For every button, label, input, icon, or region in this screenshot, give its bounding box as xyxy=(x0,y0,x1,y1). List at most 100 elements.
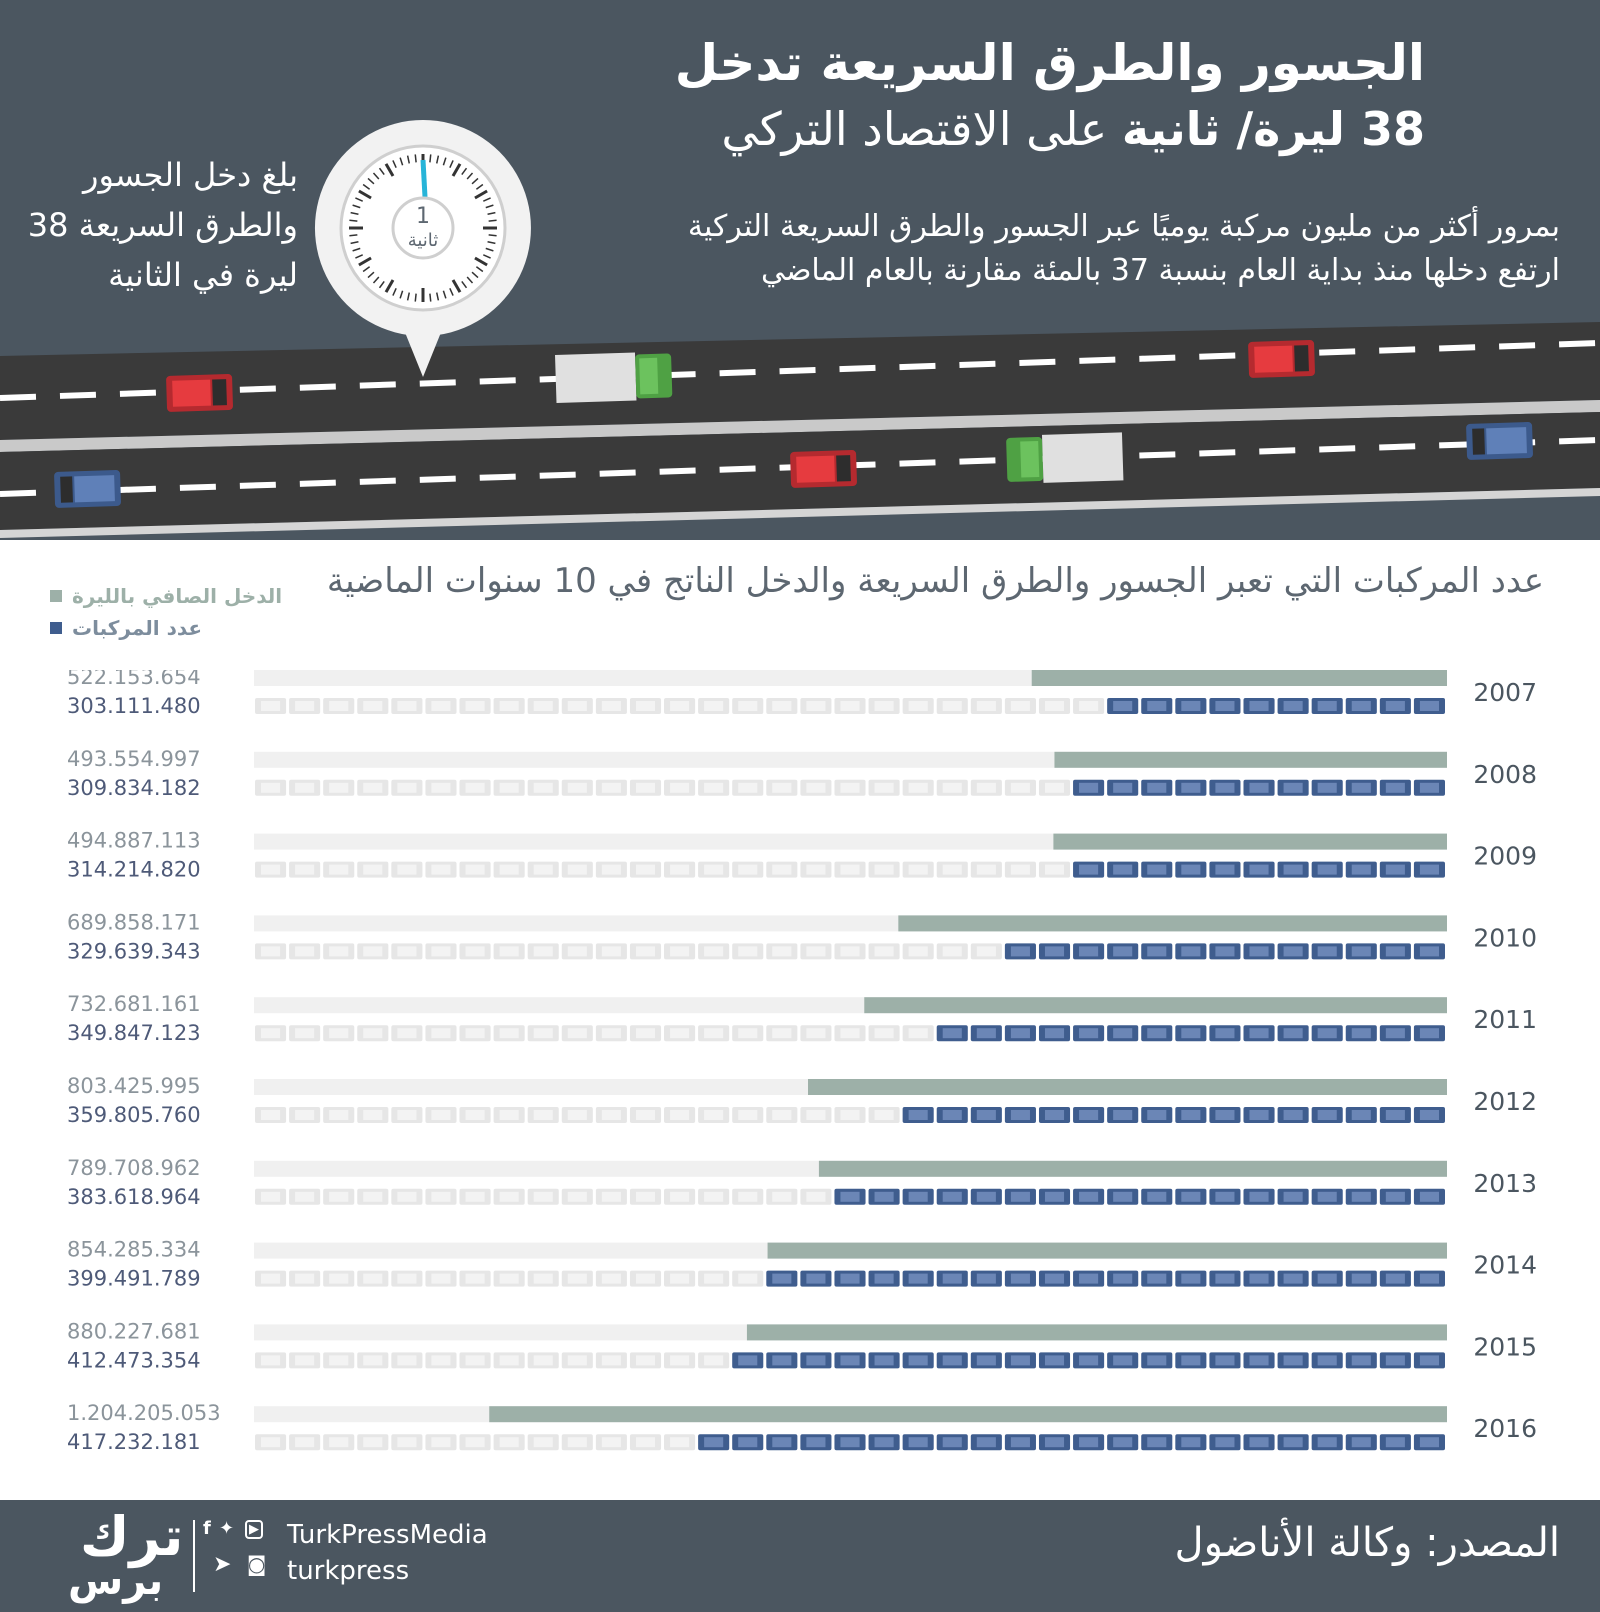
vehicle-track-window xyxy=(772,864,792,875)
clock-number: 1 xyxy=(416,204,430,229)
vehicle-track-window xyxy=(567,1437,587,1448)
clock-tick xyxy=(482,254,491,259)
vehicle-track-window xyxy=(840,701,860,711)
clock-tick xyxy=(384,279,395,293)
bar-chart: 522.153.654 303.111.480 2007 493.554.997 309… xyxy=(67,670,1537,1454)
vehicle-track-window xyxy=(635,1191,656,1202)
vehicle-unit-window xyxy=(908,1437,928,1448)
clock-tick xyxy=(442,290,447,299)
instagram-icon[interactable]: ◙ xyxy=(247,1552,267,1576)
vehicle-track-window xyxy=(533,864,553,875)
vehicle-track-window xyxy=(738,1273,758,1284)
vehicle-unit-window xyxy=(1010,946,1030,957)
vehicle-track-window xyxy=(363,864,383,875)
vehicle-track-window xyxy=(670,1191,690,1202)
vehicle-track-window xyxy=(601,1110,621,1120)
vehicle-unit-window xyxy=(1419,1355,1439,1366)
vehicle-track-window xyxy=(942,782,962,793)
vehicle-unit-window xyxy=(942,1191,962,1202)
vehicle-unit-window xyxy=(1079,1273,1099,1284)
vehicle-unit-window xyxy=(1079,1110,1099,1120)
twitter-icon[interactable]: ✦ xyxy=(219,1518,235,1539)
vehicle-unit-window xyxy=(1181,1273,1201,1284)
clock-tick xyxy=(352,247,361,252)
vehicle-track-window xyxy=(499,864,519,875)
vehicle-track-window xyxy=(397,1437,417,1448)
vehicle-track-window xyxy=(567,701,587,711)
telegram-icon[interactable]: ➤ xyxy=(213,1552,232,1577)
vehicle-track-window xyxy=(329,1273,349,1284)
vehicle-track-window xyxy=(567,1110,587,1120)
vehicle-unit-window xyxy=(1419,1191,1439,1202)
vehicles-label: 349.847.123 xyxy=(67,1021,201,1045)
vehicle-track-window xyxy=(840,864,860,875)
vehicle-track-window xyxy=(431,864,451,875)
vehicle-track-window xyxy=(431,1191,451,1202)
vehicle-track-window xyxy=(772,1110,792,1120)
vehicle-track-window xyxy=(601,864,621,875)
clock-tick xyxy=(488,219,497,222)
vehicle-unit-window xyxy=(1147,1355,1167,1366)
vehicle-unit-window xyxy=(874,1437,894,1448)
youtube-icon[interactable]: ▶ xyxy=(245,1520,263,1539)
vehicle-unit-window xyxy=(1385,782,1405,793)
vehicle-unit-window xyxy=(1351,1028,1371,1039)
brand-handle[interactable]: turkpress xyxy=(287,1556,410,1586)
clock-tick xyxy=(349,234,358,237)
vehicle-unit-window xyxy=(1010,1110,1030,1120)
vehicle-track-window xyxy=(772,1191,792,1202)
vehicle-track-window xyxy=(670,1355,690,1366)
vehicle-unit-window xyxy=(1283,701,1303,711)
facebook-icon[interactable]: f xyxy=(203,1518,211,1539)
vehicle-track-window xyxy=(976,782,996,793)
vehicle-track-window xyxy=(533,946,553,957)
brand-name[interactable]: TurkPressMedia xyxy=(287,1520,488,1550)
vehicle-unit-window xyxy=(1010,1437,1030,1448)
clock-tick xyxy=(449,160,454,169)
vehicle-unit-window xyxy=(1181,1191,1201,1202)
clock-tick xyxy=(435,292,440,301)
vehicle-unit-window xyxy=(1351,1437,1371,1448)
income-label: 1.204.205.053 xyxy=(67,1401,221,1425)
vehicle-unit-window xyxy=(772,1273,792,1284)
year-label: 2011 xyxy=(1473,1005,1537,1034)
vehicle-track-window xyxy=(465,1191,485,1202)
vehicle-unit-window xyxy=(1215,701,1235,711)
vehicle-track-window xyxy=(533,1110,553,1120)
vehicle-track-window xyxy=(601,1273,621,1284)
clock-tick xyxy=(406,155,411,164)
vehicle-track-window xyxy=(397,1028,417,1039)
vehicle-track-window xyxy=(806,701,826,711)
vehicles-label: 383.618.964 xyxy=(67,1185,201,1209)
vehicle-unit-window xyxy=(1419,1110,1439,1120)
logo-text: برس xyxy=(68,1558,164,1604)
vehicle-unit-window xyxy=(908,1191,928,1202)
vehicle-unit-window xyxy=(1249,946,1269,957)
vehicle-unit-window xyxy=(942,1437,962,1448)
vehicle-track-window xyxy=(806,1028,826,1039)
year-label: 2010 xyxy=(1473,923,1537,952)
red-car-icon xyxy=(166,374,233,412)
vehicle-unit-window xyxy=(1249,1191,1269,1202)
vehicle-unit-window xyxy=(1283,1437,1303,1448)
title-line-2: 38 ليرة/ ثانية على الاقتصاد التركي xyxy=(675,96,1425,162)
vehicle-track-window xyxy=(670,1437,690,1448)
vehicle-track-window xyxy=(533,1273,553,1284)
legend-swatch xyxy=(50,622,62,634)
vehicle-unit-window xyxy=(908,1355,928,1366)
vehicle-track-window xyxy=(431,701,451,711)
clock-tick xyxy=(435,155,440,164)
vehicle-unit-window xyxy=(976,1437,996,1448)
vehicle-track-window xyxy=(1044,701,1065,711)
clock-tick xyxy=(362,266,371,273)
vehicle-track-window xyxy=(261,864,281,875)
vehicle-unit-window xyxy=(1113,1110,1133,1120)
vehicle-track-window xyxy=(942,946,962,957)
vehicle-unit-window xyxy=(1215,864,1235,875)
vehicles-label: 314.214.820 xyxy=(67,858,201,882)
clock-tick xyxy=(471,177,479,185)
clock-tick xyxy=(429,154,432,163)
vehicle-unit-window xyxy=(840,1437,860,1448)
vehicle-unit-window xyxy=(1079,1437,1099,1448)
vehicle-unit-window xyxy=(1147,1191,1167,1202)
